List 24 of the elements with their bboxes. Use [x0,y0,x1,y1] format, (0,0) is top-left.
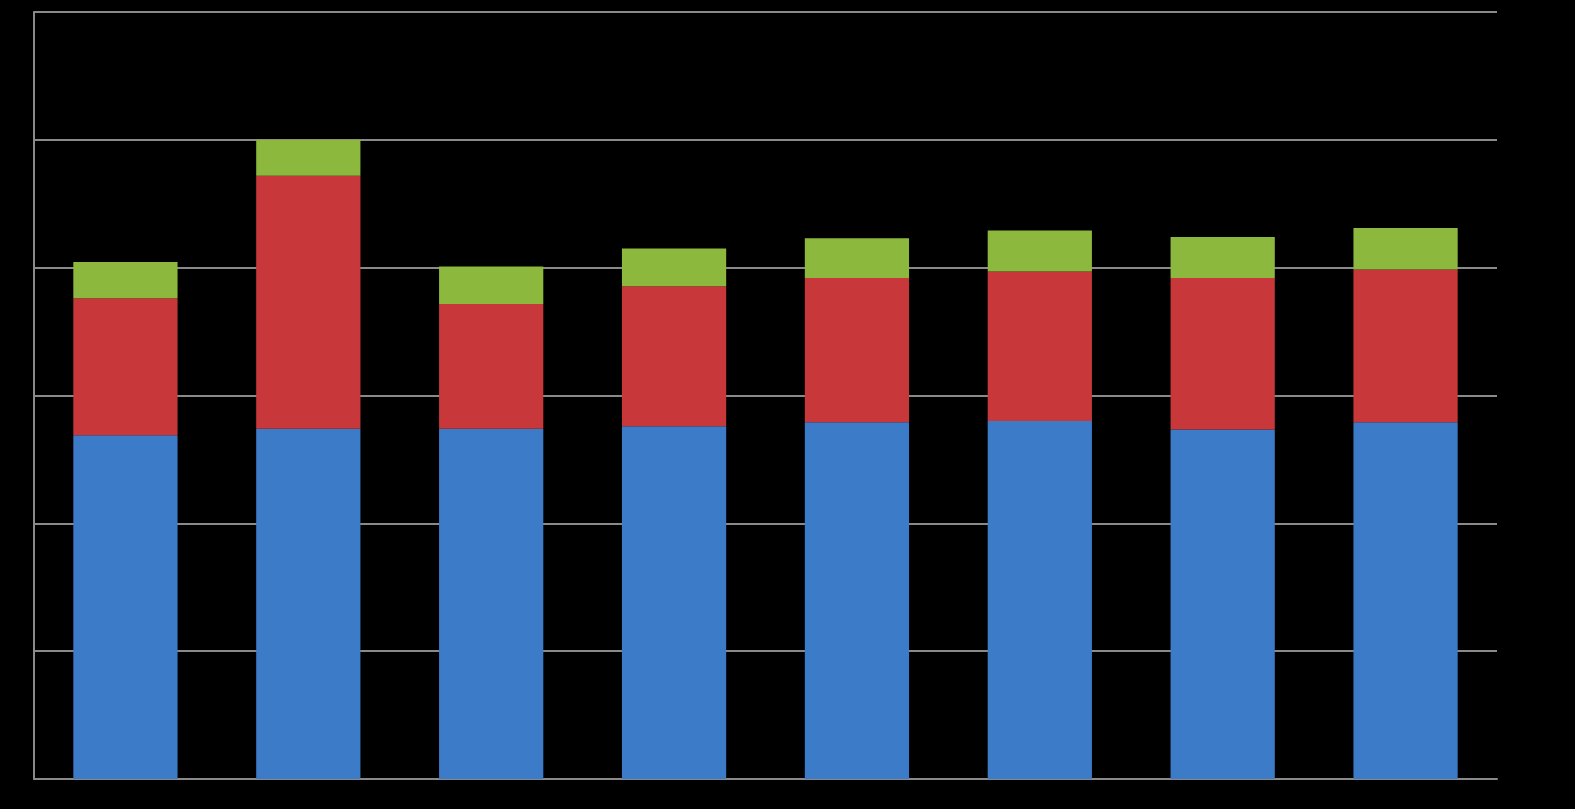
bar [256,428,361,779]
bar [73,261,178,299]
bar [256,139,361,176]
bar [439,304,544,429]
bar [1353,228,1458,270]
bar [439,428,544,779]
bar [439,266,544,305]
bar [73,435,178,779]
bar [621,426,727,779]
bar [987,421,1092,779]
bar [1353,422,1458,779]
bar [73,298,178,436]
bar [987,271,1092,422]
bar [987,230,1092,272]
bar [1170,236,1275,278]
bar [621,286,727,427]
bar [621,248,727,287]
bar [256,175,361,429]
bar [804,238,910,278]
bar [1353,269,1458,423]
bar [804,277,910,423]
bar [1170,429,1275,779]
bar [804,422,910,779]
bar [1170,277,1275,430]
